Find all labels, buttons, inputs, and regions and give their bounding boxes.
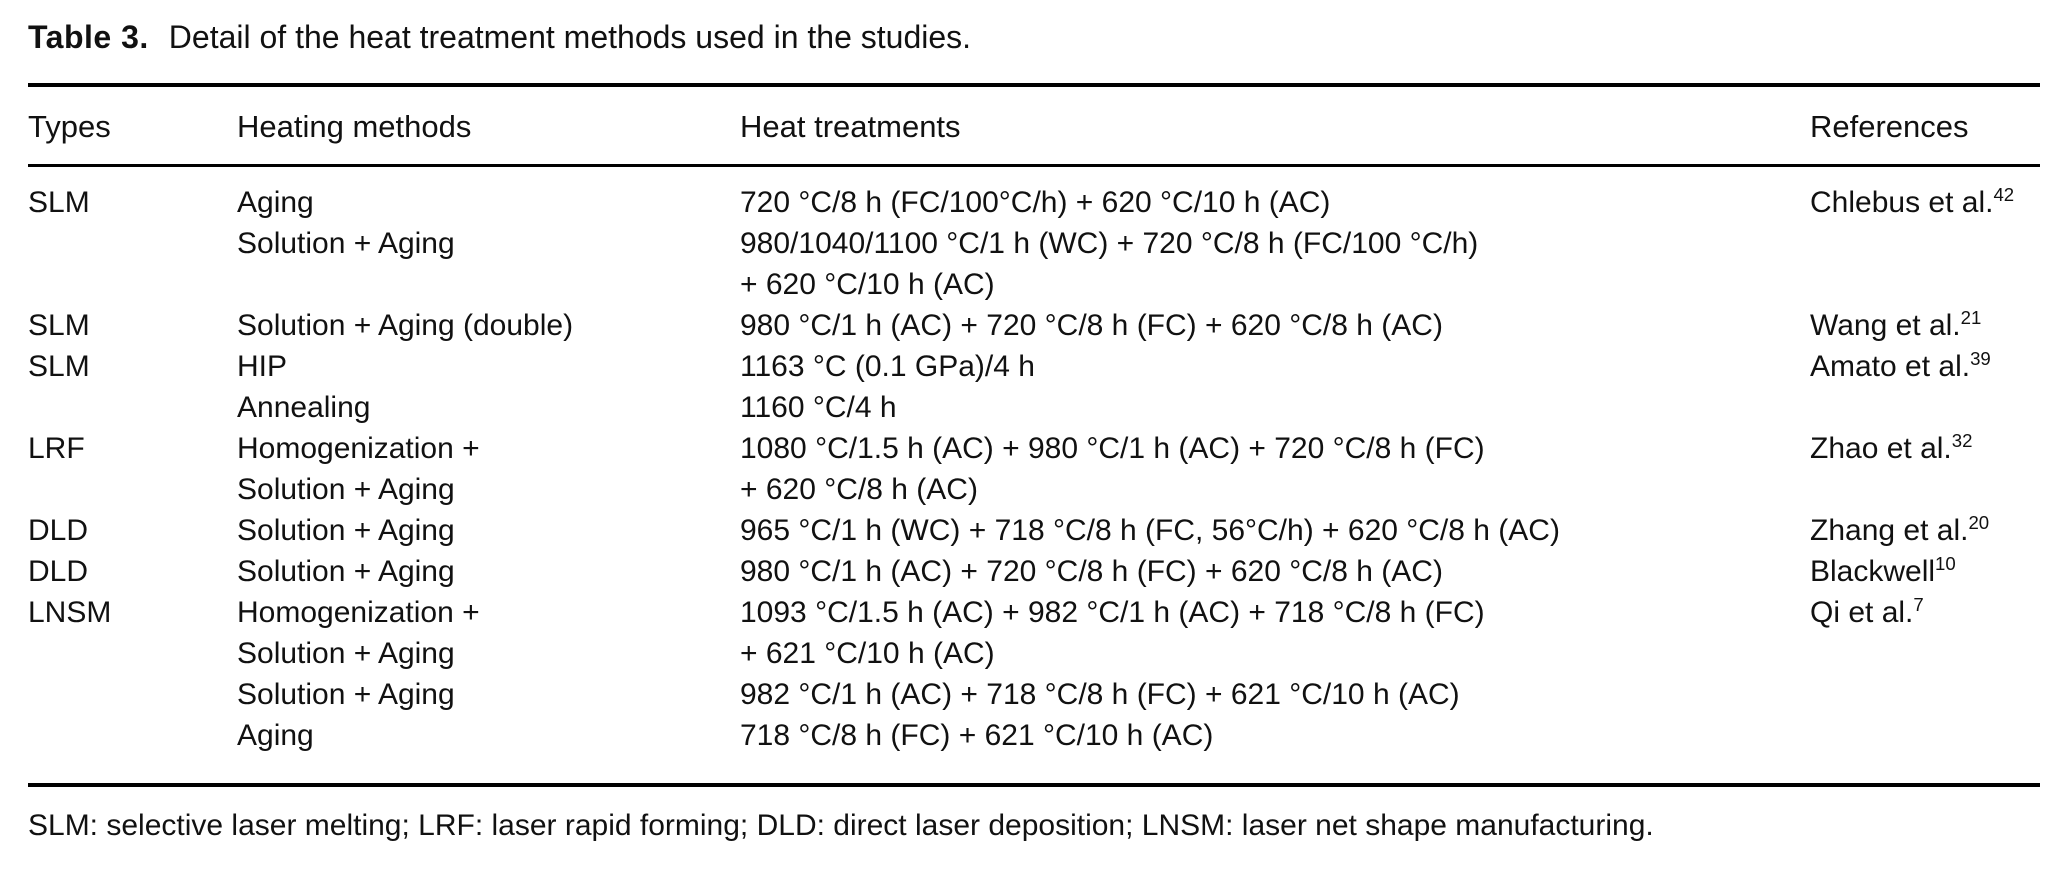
cell-heat-treatment: 980 °C/1 h (AC) + 720 °C/8 h (FC) + 620 … xyxy=(740,309,1443,342)
cell-heating-method: Solution + Aging xyxy=(237,473,455,506)
cell-reference xyxy=(1810,223,2040,264)
cell-type: LNSM xyxy=(28,596,112,629)
cell-heating-method: Solution + Aging xyxy=(237,227,455,260)
cell-reference: Wang et al.21 xyxy=(1810,305,2040,346)
table-bottom-rule xyxy=(28,783,2040,787)
cell-heat-treatment: + 621 °C/10 h (AC) xyxy=(740,637,995,670)
cell-heating-method: HIP xyxy=(237,350,288,383)
cell-type xyxy=(28,264,237,305)
reference-text: Wang et al. xyxy=(1810,309,1961,342)
cell-reference: Zhang et al.20 xyxy=(1810,510,2040,551)
column-header-references: References xyxy=(1810,109,1969,144)
table-number: Table 3. xyxy=(28,19,149,55)
cell-heat-treatment: 980 °C/1 h (AC) + 720 °C/8 h (FC) + 620 … xyxy=(740,555,1443,588)
cell-heat-treatment: 1160 °C/4 h xyxy=(740,391,897,424)
reference-text: Blackwell xyxy=(1810,555,1936,588)
cell-heat-treatment: 982 °C/1 h (AC) + 718 °C/8 h (FC) + 621 … xyxy=(740,678,1460,711)
reference-text: Zhao et al. xyxy=(1810,432,1952,465)
column-header-types: Types xyxy=(28,109,111,144)
table-caption-text: Detail of the heat treatment methods use… xyxy=(168,19,972,55)
table-caption: Table 3. Detail of the heat treatment met… xyxy=(28,14,2040,60)
cell-type: SLM xyxy=(28,350,90,383)
reference-citation-superscript: 7 xyxy=(1913,594,1924,615)
reference-citation-superscript: 10 xyxy=(1935,553,1956,574)
cell-reference: Blackwell10 xyxy=(1810,551,2040,592)
table-body: SLM Aging 720 °C/8 h (FC/100°C/h) + 620 °C… xyxy=(28,167,2040,783)
cell-type xyxy=(28,469,237,510)
cell-heating-method: Homogenization + xyxy=(237,596,480,629)
table-header-row: Types Heating methods Heat treatments Re… xyxy=(28,87,2040,164)
table-footnote: SLM: selective laser melting; LRF: laser… xyxy=(28,809,1654,842)
cell-heating-method: Solution + Aging xyxy=(237,678,455,711)
cell-type xyxy=(28,633,237,674)
cell-heat-treatment: + 620 °C/10 h (AC) xyxy=(740,268,995,301)
cell-reference: Qi et al.7 xyxy=(1810,592,2040,633)
cell-type: SLM xyxy=(28,186,90,219)
cell-type xyxy=(28,715,237,756)
cell-reference xyxy=(1810,469,2040,510)
cell-heating-method: Homogenization + xyxy=(237,432,480,465)
cell-heating-method: Aging xyxy=(237,719,314,752)
cell-type xyxy=(28,223,237,264)
column-header-heating-methods: Heating methods xyxy=(237,109,472,144)
reference-text: Amato et al. xyxy=(1810,350,1971,383)
table-top-rule xyxy=(28,83,2040,87)
cell-heating-method: Solution + Aging xyxy=(237,555,455,588)
reference-citation-superscript: 39 xyxy=(1970,348,1991,369)
cell-heating-method xyxy=(237,264,740,305)
reference-citation-superscript: 21 xyxy=(1960,307,1982,328)
cell-reference xyxy=(1810,264,2040,305)
reference-text: Zhang et al. xyxy=(1810,514,1969,547)
cell-reference xyxy=(1810,674,2040,715)
cell-type: LRF xyxy=(28,432,85,465)
cell-reference xyxy=(1810,387,2040,428)
cell-heating-method: Aging xyxy=(237,186,314,219)
cell-heat-treatment: + 620 °C/8 h (AC) xyxy=(740,473,978,506)
reference-text: Chlebus et al. xyxy=(1810,186,1994,219)
reference-citation-superscript: 32 xyxy=(1951,430,1973,451)
reference-citation-superscript: 42 xyxy=(1993,184,2015,205)
cell-type: SLM xyxy=(28,309,90,342)
cell-heat-treatment: 1093 °C/1.5 h (AC) + 982 °C/1 h (AC) + 7… xyxy=(740,596,1485,629)
column-header-heat-treatments: Heat treatments xyxy=(740,109,961,144)
cell-reference xyxy=(1810,715,2040,756)
cell-type xyxy=(28,674,237,715)
table-header-rule xyxy=(28,164,2040,167)
cell-heating-method: Solution + Aging xyxy=(237,514,455,547)
cell-heat-treatment: 980/1040/1100 °C/1 h (WC) + 720 °C/8 h (… xyxy=(740,227,1479,260)
reference-text: Qi et al. xyxy=(1810,596,1914,629)
cell-heating-method: Annealing xyxy=(237,391,371,424)
cell-heat-treatment: 720 °C/8 h (FC/100°C/h) + 620 °C/10 h (A… xyxy=(740,186,1331,219)
cell-heating-method: Solution + Aging (double) xyxy=(237,309,574,342)
cell-reference xyxy=(1810,633,2040,674)
cell-heating-method: Solution + Aging xyxy=(237,637,455,670)
cell-heat-treatment: 965 °C/1 h (WC) + 718 °C/8 h (FC, 56°C/h… xyxy=(740,514,1560,547)
cell-reference: Amato et al.39 xyxy=(1810,346,2040,387)
reference-citation-superscript: 20 xyxy=(1968,512,1990,533)
cell-type: DLD xyxy=(28,514,89,547)
cell-type xyxy=(28,387,237,428)
cell-heat-treatment: 1080 °C/1.5 h (AC) + 980 °C/1 h (AC) + 7… xyxy=(740,432,1485,465)
cell-reference: Chlebus et al.42 xyxy=(1810,182,2040,223)
cell-reference: Zhao et al.32 xyxy=(1810,428,2040,469)
cell-heat-treatment: 718 °C/8 h (FC) + 621 °C/10 h (AC) xyxy=(740,719,1214,752)
cell-type: DLD xyxy=(28,555,89,588)
cell-heat-treatment: 1163 °C (0.1 GPa)/4 h xyxy=(740,350,1035,383)
